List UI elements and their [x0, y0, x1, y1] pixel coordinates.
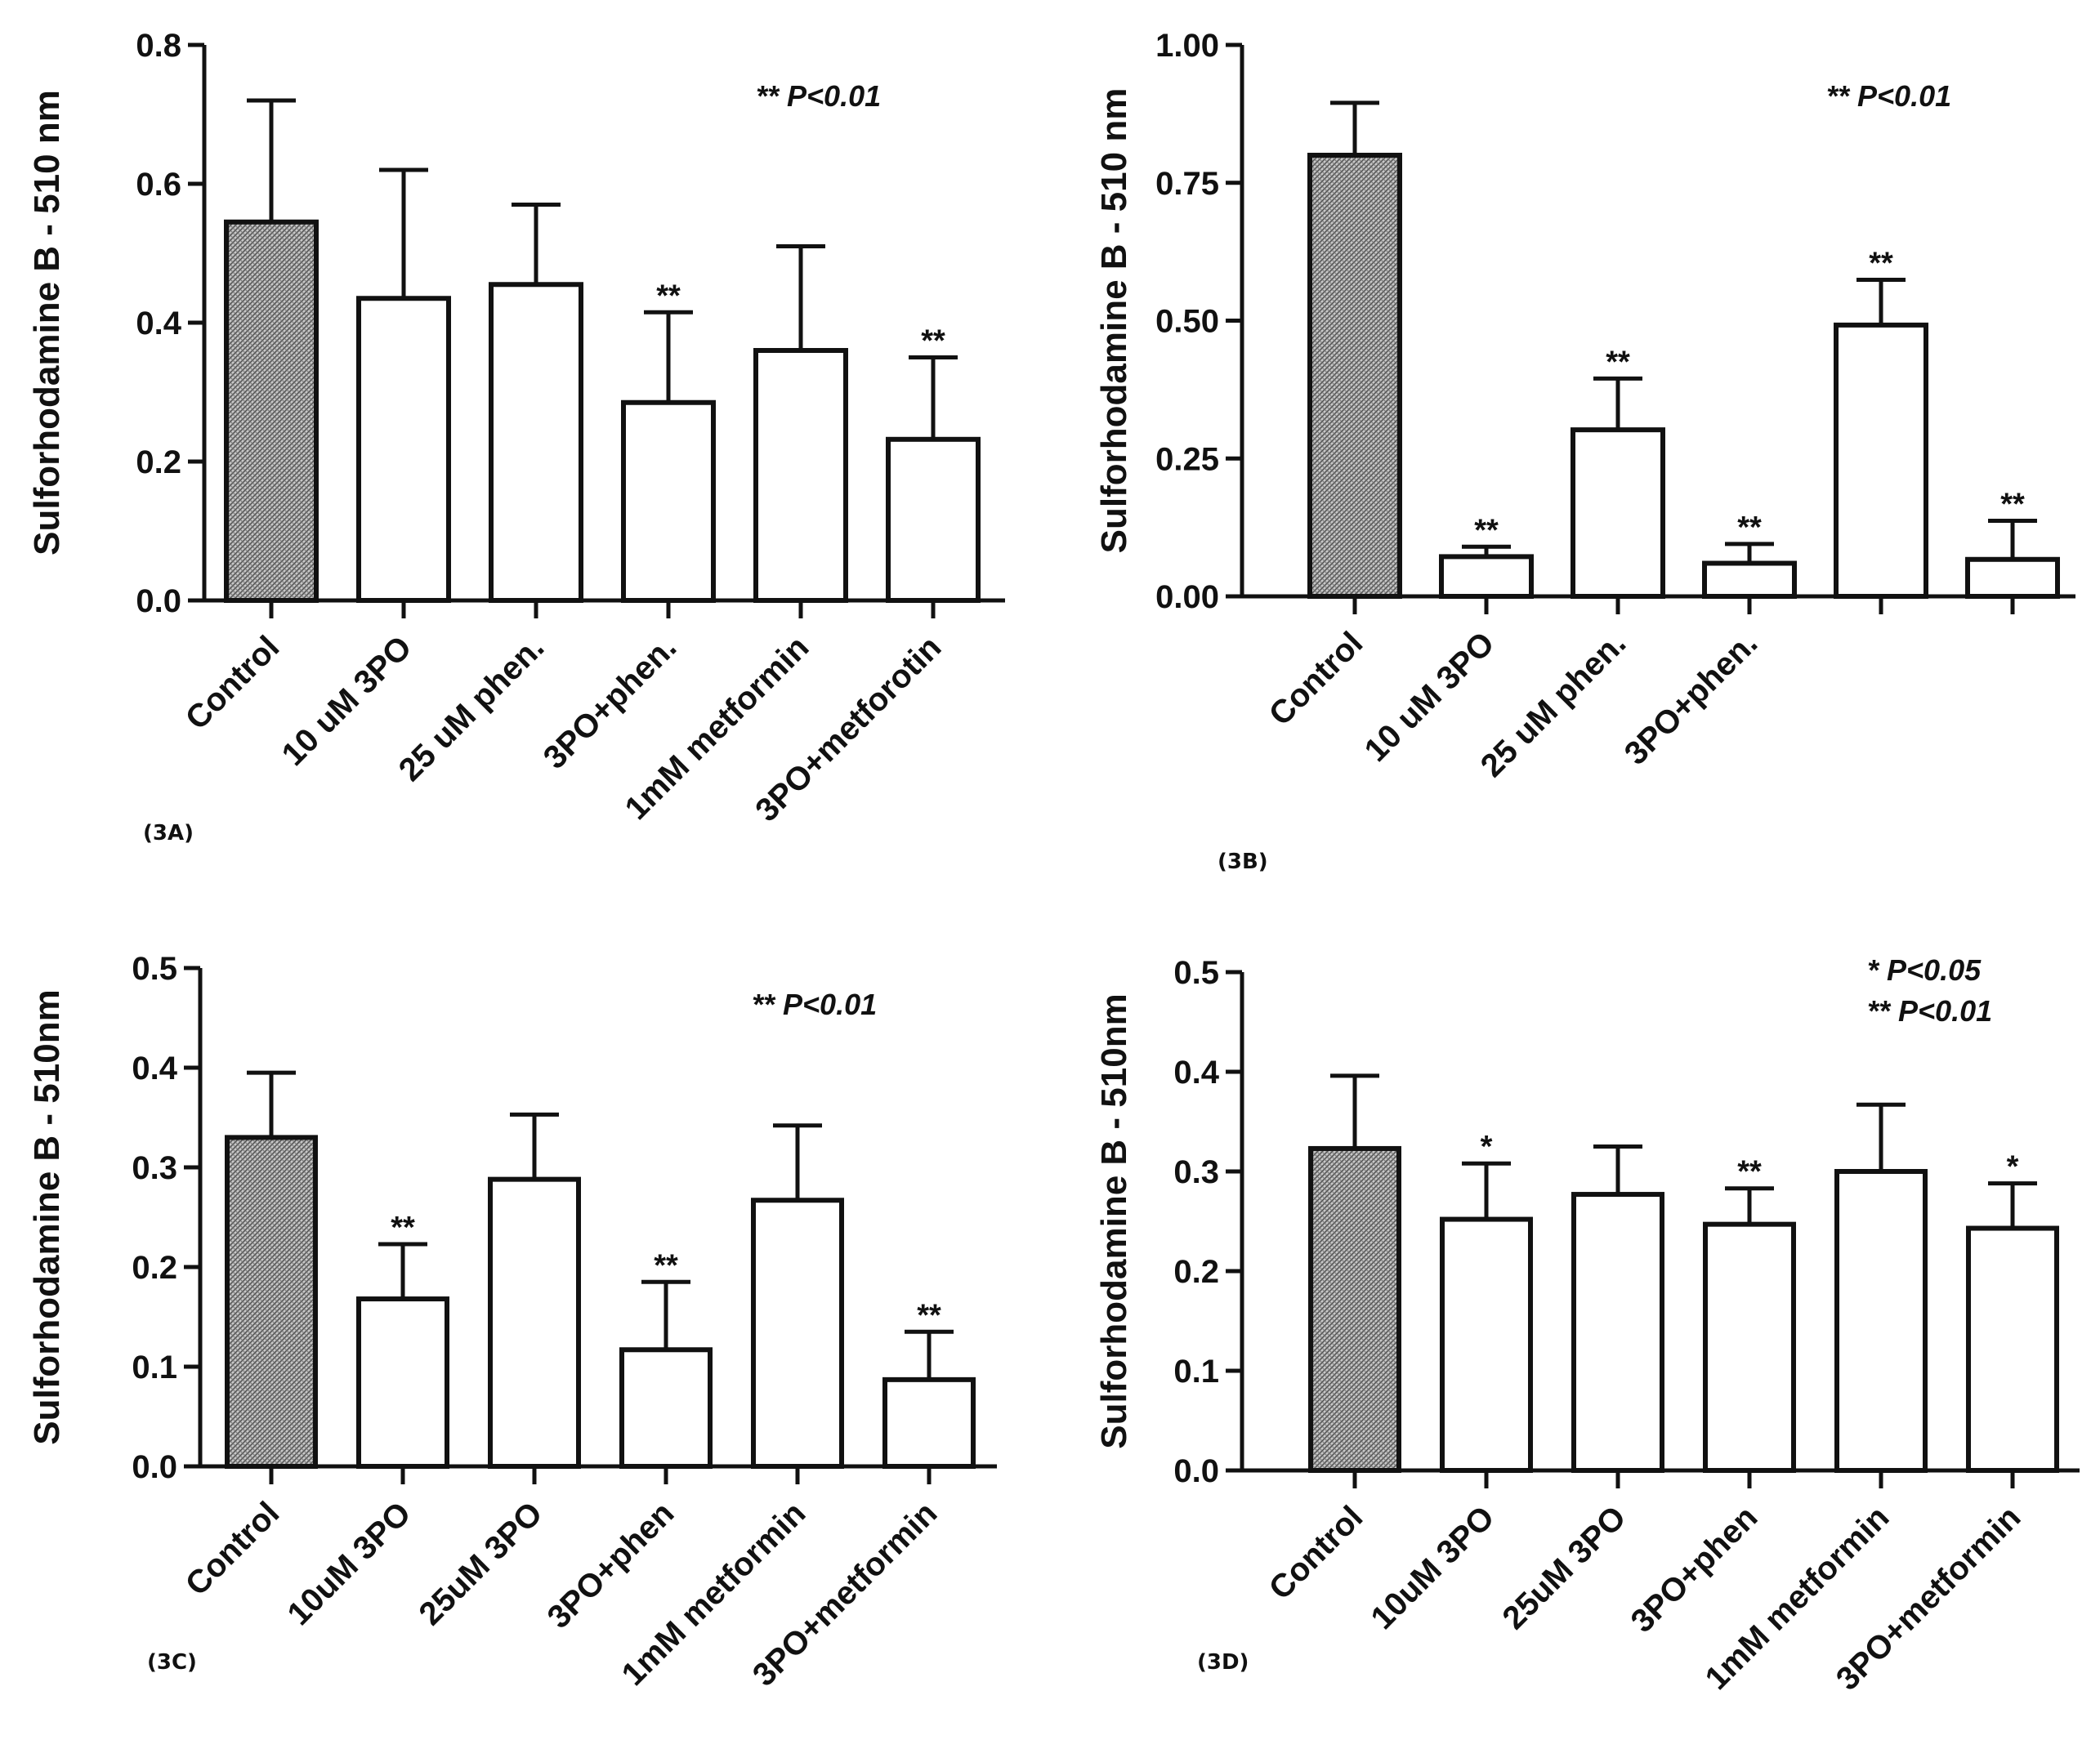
significance-marker: ** [1474, 513, 1499, 547]
bar [619, 1347, 713, 1470]
chart-panel-3c: 0.0 0.1 0.2 0.3 0.4 0.5 Sulforhodamine B - 510… [0, 907, 1062, 1749]
x-tick-label: 3PO+phen. [1618, 625, 1765, 772]
bar [356, 1296, 449, 1470]
y-tick-label: 0.1 [132, 1350, 177, 1385]
y-tick-label: 0.2 [1173, 1254, 1219, 1290]
x-tick-label: Control [179, 1495, 287, 1603]
significance-marker: ** [1606, 345, 1630, 379]
significance-marker: ** [654, 1248, 678, 1283]
significance-legend: ** P<0.01 [756, 79, 881, 113]
y-tick-label: 0.0 [136, 583, 181, 619]
bar-control [1307, 153, 1402, 599]
x-tick-label: Control [179, 629, 287, 737]
significance-marker: * [2007, 1150, 2019, 1185]
bar-control [225, 1135, 318, 1469]
significance-marker: * [1481, 1130, 1493, 1164]
bar [882, 1376, 976, 1469]
significance-legend: ** P<0.01 [1867, 994, 1992, 1028]
x-tick-label: 25uM 3PO [412, 1495, 549, 1632]
bar [488, 1176, 581, 1469]
panel-label-3b: (3B) [1218, 850, 1268, 874]
bar-control [224, 219, 319, 603]
y-tick-label: 0.4 [136, 306, 181, 341]
y-tick-label: 0.2 [132, 1250, 177, 1286]
bar [1834, 322, 1928, 599]
bar [1571, 1192, 1664, 1473]
chart-svg-3b: 0.00 0.25 0.50 0.75 1.00 Sulforhodamine B - 5… [1094, 28, 2075, 784]
y-tick-label: 0.6 [136, 167, 181, 203]
y-tick-label: 1.00 [1155, 28, 1219, 64]
x-tick-label: 10 uM 3PO [275, 629, 419, 773]
bar [1965, 556, 2060, 600]
chart-svg-3d: 0.0 0.1 0.2 0.3 0.4 0.5 Sulforhodamine B - 510… [1094, 953, 2080, 1698]
significance-marker: ** [921, 324, 945, 359]
y-axis-label: Sulforhodamine B - 510nm [27, 989, 67, 1444]
y-tick-label: 0.4 [132, 1051, 177, 1086]
bar [1439, 554, 1534, 600]
bar [621, 399, 716, 603]
y-tick-label: 0.4 [1173, 1055, 1219, 1091]
significance-marker: ** [1869, 247, 1893, 281]
x-tick-label: Control [1262, 625, 1370, 733]
bar [1966, 1225, 2059, 1473]
y-tick-label: 0.0 [132, 1449, 177, 1485]
y-tick-label: 0.0 [1173, 1453, 1219, 1489]
bar [1703, 1221, 1796, 1473]
y-tick-label: 0.00 [1155, 579, 1219, 615]
bar [886, 436, 981, 603]
chart-svg-3c: 0.0 0.1 0.2 0.3 0.4 0.5 Sulforhodamine B - 510… [27, 951, 997, 1693]
y-tick-label: 0.1 [1173, 1354, 1219, 1390]
panel-label-3c: (3C) [147, 1650, 197, 1675]
bar [753, 348, 848, 603]
y-tick-label: 0.50 [1155, 304, 1219, 340]
y-tick-label: 0.3 [1173, 1154, 1219, 1190]
y-tick-label: 0.5 [132, 951, 177, 987]
bar [1702, 560, 1797, 599]
x-tick-label: 10uM 3PO [1364, 1499, 1501, 1636]
bar [751, 1198, 844, 1469]
y-tick-label: 0.8 [136, 28, 181, 64]
bar [489, 282, 583, 603]
y-axis-label: Sulforhodamine B - 510 nm [27, 90, 67, 555]
significance-marker: ** [656, 279, 681, 313]
y-tick-label: 0.75 [1155, 166, 1219, 202]
x-tick-label: 3PO+phen [1624, 1499, 1765, 1640]
bar [1440, 1216, 1533, 1473]
x-tick-label: 10uM 3PO [280, 1495, 418, 1632]
y-tick-label: 0.2 [136, 444, 181, 480]
x-tick-label: 10 uM 3PO [1358, 625, 1502, 769]
x-tick-label: Control [1262, 1499, 1370, 1607]
panel-label-3a: (3A) [143, 821, 194, 845]
bar [356, 296, 451, 603]
significance-marker: ** [917, 1298, 941, 1332]
bar-control [1308, 1145, 1401, 1473]
x-tick-label: 3PO+phen [541, 1495, 681, 1635]
y-axis-label: Sulforhodamine B - 510 nm [1094, 88, 1134, 554]
y-tick-label: 0.3 [132, 1150, 177, 1186]
x-tick-label: 3PO+phen. [537, 629, 684, 776]
chart-panel-3a: 0.0 0.2 0.4 0.6 0.8 Sulforhodamine B - 510 nm… [0, 0, 1062, 911]
x-tick-label: 25uM 3PO [1495, 1499, 1633, 1636]
significance-legend: ** P<0.01 [752, 988, 877, 1021]
significance-legend: ** P<0.01 [1826, 79, 1951, 113]
chart-svg-3a: 0.0 0.2 0.4 0.6 0.8 Sulforhodamine B - 510 nm… [27, 28, 1005, 828]
y-axis-label: Sulforhodamine B - 510nm [1094, 993, 1134, 1448]
y-tick-label: 0.25 [1155, 441, 1219, 477]
panel-label-3d: (3D) [1197, 1650, 1249, 1675]
bar [1571, 427, 1665, 600]
bar [1834, 1169, 1928, 1473]
significance-marker: ** [1737, 1155, 1762, 1189]
significance-marker: ** [391, 1211, 415, 1245]
significance-marker: ** [2000, 488, 2025, 522]
significance-marker: ** [1737, 511, 1762, 545]
y-tick-label: 0.5 [1173, 955, 1219, 991]
chart-panel-3b: 0.00 0.25 0.50 0.75 1.00 Sulforhodamine B - 5… [1062, 0, 2100, 911]
chart-panel-3d: 0.0 0.1 0.2 0.3 0.4 0.5 Sulforhodamine B - 510… [1062, 907, 2100, 1749]
significance-legend: * P<0.05 [1867, 953, 1982, 987]
